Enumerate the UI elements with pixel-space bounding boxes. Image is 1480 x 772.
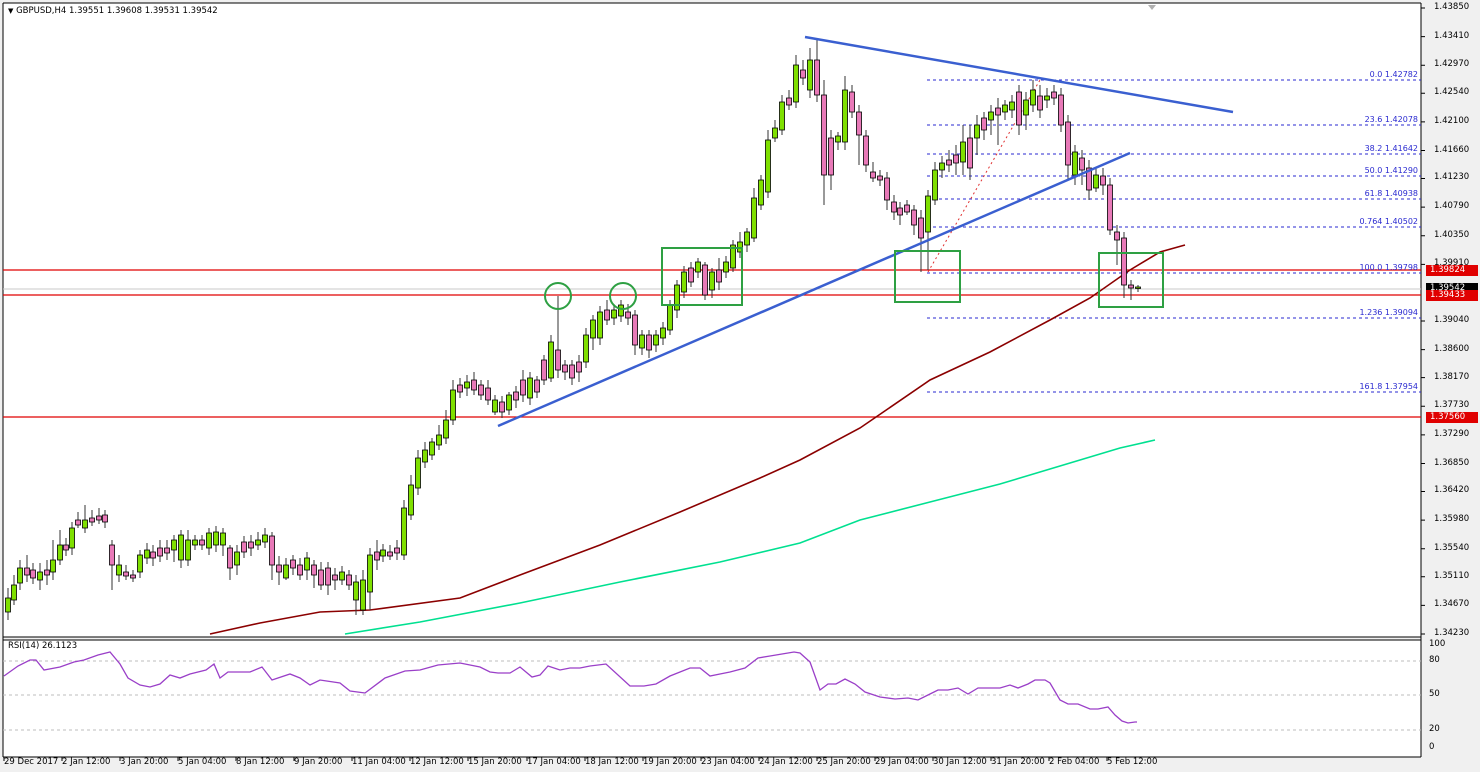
time-axis-label: 2 Jan 12:00 bbox=[62, 757, 111, 767]
price-axis-label: 1.38170 bbox=[1434, 371, 1470, 382]
rsi-levels bbox=[3, 660, 1421, 731]
price-axis-label: 1.39040 bbox=[1434, 315, 1470, 325]
price-axis-label: 1.39910 bbox=[1434, 258, 1470, 269]
time-axis-label: 15 Jan 20:00 bbox=[468, 757, 522, 767]
rsi-line bbox=[3, 651, 1137, 724]
price-axis-label: 1.35980 bbox=[1434, 514, 1470, 525]
price-axis[interactable]: 1.43850 1.43410 1.42970 1.42540 1.42100 1.416… bbox=[1424, 0, 1480, 772]
time-axis-label: 29 Jan 04:00 bbox=[875, 757, 929, 767]
price-axis-label: 1.36850 bbox=[1434, 457, 1470, 468]
highlight-box-1[interactable] bbox=[661, 247, 743, 306]
time-axis-label: 24 Jan 12:00 bbox=[759, 757, 813, 767]
rsi-axis-label: 80 bbox=[1429, 655, 1440, 665]
price-axis-label: 1.34670 bbox=[1434, 599, 1470, 610]
fibonacci-level-label: 161.8 1.37954 bbox=[1359, 382, 1418, 391]
time-axis-label: 5 Jan 04:00 bbox=[178, 757, 227, 767]
time-axis-label: 29 Dec 2017 bbox=[4, 757, 59, 767]
rsi-axis-label: 0 bbox=[1429, 742, 1435, 752]
fibonacci-level-label: 100.0 1.39798 bbox=[1359, 263, 1418, 272]
price-axis-label: 1.34230 bbox=[1434, 628, 1470, 638]
fibonacci-level-label: 1.236 1.39094 bbox=[1359, 308, 1418, 317]
price-axis-label: 1.41660 bbox=[1434, 144, 1470, 155]
highlight-box-3[interactable] bbox=[1098, 252, 1164, 308]
highlight-box-2[interactable] bbox=[894, 250, 961, 303]
price-axis-label: 1.42540 bbox=[1434, 87, 1470, 98]
scroll-marker-icon[interactable] bbox=[1148, 5, 1156, 10]
price-tag: 1.39824 bbox=[1426, 264, 1478, 276]
chart-title: ▼ GBPUSD,H4 1.39551 1.39608 1.39531 1.39… bbox=[8, 6, 218, 16]
time-axis-label: 12 Jan 12:00 bbox=[410, 757, 464, 767]
time-axis-label: 19 Jan 20:00 bbox=[643, 757, 697, 767]
price-axis-label: 1.42100 bbox=[1434, 115, 1470, 126]
highlight-circle-1[interactable] bbox=[544, 282, 572, 310]
time-axis-label: 8 Jan 12:00 bbox=[236, 757, 285, 767]
price-axis-label: 1.42970 bbox=[1434, 59, 1470, 70]
time-axis-label: 3 Jan 20:00 bbox=[120, 757, 169, 767]
time-axis-label: 31 Jan 20:00 bbox=[991, 757, 1045, 767]
fibonacci-level-label: 61.8 1.40938 bbox=[1364, 189, 1418, 198]
fibonacci-levels[interactable] bbox=[927, 79, 1421, 393]
highlight-circle-2[interactable] bbox=[609, 282, 637, 310]
time-axis-label: 18 Jan 12:00 bbox=[585, 757, 639, 767]
dropdown-triangle-icon[interactable]: ▼ bbox=[8, 7, 14, 15]
price-axis-label: 1.35110 bbox=[1434, 570, 1470, 581]
price-axis-label: 1.36420 bbox=[1434, 485, 1470, 496]
descending-trendline[interactable] bbox=[804, 35, 1234, 114]
price-tag: 1.37560 bbox=[1426, 412, 1478, 424]
rsi-axis-label: 20 bbox=[1429, 724, 1440, 734]
fibonacci-level-label: 50.0 1.41290 bbox=[1364, 166, 1418, 175]
fibonacci-level-label: 0.764 1.40502 bbox=[1359, 217, 1418, 226]
time-axis-label: 2 Feb 04:00 bbox=[1049, 757, 1100, 767]
price-axis-label: 1.37730 bbox=[1434, 400, 1470, 411]
time-axis-label: 30 Jan 12:00 bbox=[933, 757, 987, 767]
price-tag: 1.39542 bbox=[1426, 283, 1478, 295]
rsi-pane[interactable] bbox=[3, 640, 1421, 757]
time-axis-label: 11 Jan 04:00 bbox=[352, 757, 406, 767]
price-axis-label: 1.43850 bbox=[1434, 2, 1470, 12]
time-axis-label: 5 Feb 12:00 bbox=[1107, 757, 1158, 767]
price-tag: 1.39433 bbox=[1426, 290, 1478, 302]
price-axis-label: 1.41230 bbox=[1434, 172, 1470, 183]
price-axis-label: 1.40350 bbox=[1434, 229, 1470, 240]
moving-average-slow bbox=[344, 439, 1156, 635]
time-axis-label: 23 Jan 04:00 bbox=[701, 757, 755, 767]
time-axis[interactable]: 29 Dec 2017 2 Jan 12:00 3 Jan 20:00 5 Jan 0… bbox=[0, 757, 1420, 771]
price-axis-label: 1.35540 bbox=[1434, 542, 1470, 553]
main-chart-pane[interactable] bbox=[3, 3, 1421, 637]
time-axis-label: 9 Jan 20:00 bbox=[294, 757, 343, 767]
rsi-axis-label: 50 bbox=[1429, 689, 1440, 699]
time-axis-label: 25 Jan 20:00 bbox=[817, 757, 871, 767]
fibonacci-level-label: 23.6 1.42078 bbox=[1364, 115, 1418, 124]
ascending-trendline[interactable] bbox=[497, 151, 1131, 428]
chart-symbol-ohlc: GBPUSD,H4 1.39551 1.39608 1.39531 1.3954… bbox=[16, 6, 218, 16]
candlestick-series bbox=[5, 40, 1141, 620]
time-axis-label: 17 Jan 04:00 bbox=[527, 757, 581, 767]
price-axis-label: 1.38600 bbox=[1434, 343, 1470, 354]
price-axis-label: 1.40790 bbox=[1434, 201, 1470, 212]
fibonacci-level-label: 38.2 1.41642 bbox=[1364, 144, 1418, 153]
price-axis-label: 1.37290 bbox=[1434, 428, 1470, 439]
rsi-axis-label: 100 bbox=[1429, 639, 1446, 649]
rsi-title: RSI(14) 26.1123 bbox=[8, 641, 78, 651]
fibonacci-level-label: 0.0 1.42782 bbox=[1369, 70, 1418, 79]
price-axis-label: 1.43410 bbox=[1434, 30, 1470, 41]
